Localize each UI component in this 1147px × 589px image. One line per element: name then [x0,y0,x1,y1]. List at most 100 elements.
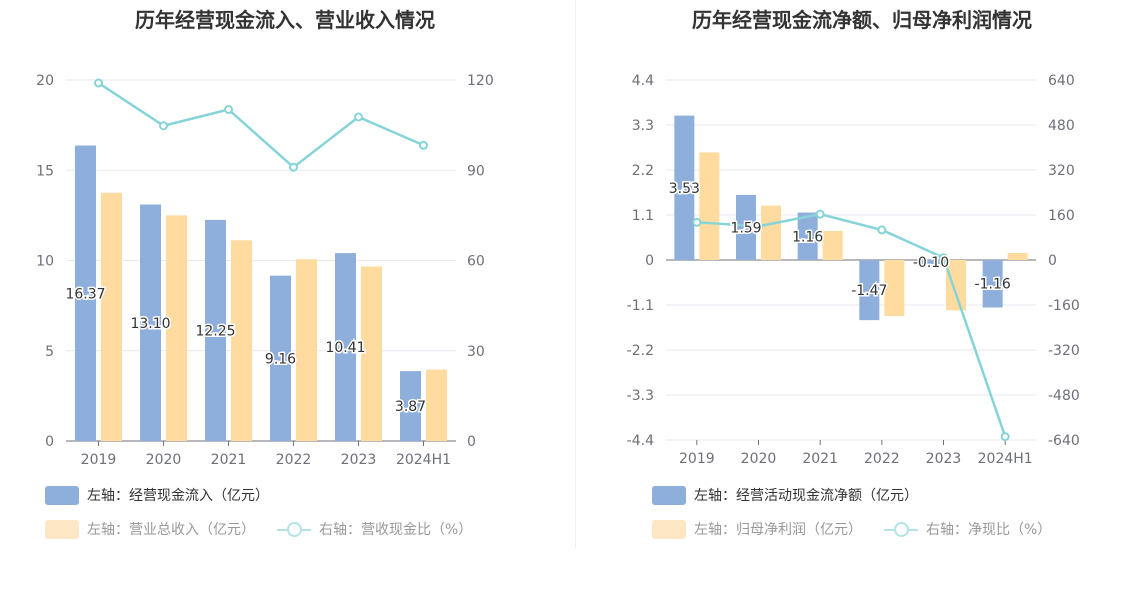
y-right-tick-label: 320 [1048,163,1075,179]
x-tick-label: 2020 [146,452,182,468]
legend-line-swatch [884,520,918,539]
line-point[interactable] [159,121,168,131]
y-left-tick-label: 3.3 [632,118,654,134]
y-right-tick-label: 90 [467,163,485,179]
y-left-tick-label: -1.1 [627,298,654,314]
bar[interactable] [1007,253,1028,260]
bar-data-label: -0.10 [913,255,949,271]
y-right-tick-label: 160 [1048,208,1075,224]
right-chart-plot: -4.4 -3.3 -2.2 -1.1 0 1.1 2.2 3.3 4.4 -640 -480 -32… [627,73,1080,467]
chart-title: 历年经营现金流入、营业收入情况 [135,8,435,32]
y-left-tick-label: 10 [36,254,54,270]
y-right-tick-label: -160 [1048,298,1080,314]
bar[interactable] [231,240,252,441]
line-point[interactable] [354,112,363,122]
line-point[interactable] [939,253,948,263]
bar[interactable] [101,192,122,441]
line-point[interactable] [754,221,763,231]
bar[interactable] [946,260,966,311]
legend-item-revenue[interactable]: 左轴：营业总收入（亿元） [45,519,255,539]
y-left-tick-label: 15 [36,163,54,179]
bar-data-label: -1.16 [975,277,1011,293]
left-chart-plot: 0 5 10 15 20 0 30 60 90 120 2019 2020 2021 2022 2023 20… [36,73,494,468]
x-tick-label: 2022 [276,452,312,468]
legend-item-cash-ratio[interactable]: 右轴：营收现金比（%） [277,519,472,539]
line-point[interactable] [224,104,233,114]
legend-item-net-cash-ratio[interactable]: 右轴：净现比（%） [884,519,1051,539]
legend-swatch [652,519,686,539]
line-point[interactable] [289,162,298,172]
bar[interactable] [982,260,1003,308]
line-point[interactable] [877,225,887,235]
bar[interactable] [335,253,356,441]
series-line [696,212,1007,438]
bar[interactable] [426,369,447,441]
legend-item-cash-inflow[interactable]: 左轴：经营现金流入（亿元） [45,485,269,505]
bar-data-label: 12.25 [195,323,235,339]
bar-data-label: 16.37 [65,286,105,302]
bar-data-label: 1.59 [730,220,761,236]
bar[interactable] [140,204,161,441]
y-left-tick-label: 20 [36,73,54,89]
x-tick-label: 2021 [802,451,838,467]
y-right-tick-label: 0 [467,434,476,450]
legend-label: 右轴：营收现金比（%） [319,522,473,538]
bar-data-label: 3.87 [395,399,426,415]
y-left-tick-label: -2.2 [627,343,654,359]
y-right-tick-label: 0 [1048,253,1057,269]
legend-label: 左轴：营业总收入（亿元） [87,522,255,538]
y-right-tick-label: -320 [1048,343,1080,359]
y-right-tick-label: 480 [1048,118,1075,134]
bar[interactable] [205,219,226,441]
bar[interactable] [859,260,880,321]
legend-swatch [652,485,686,505]
bar[interactable] [699,152,720,260]
legend-label: 左轴：经营现金流入（亿元） [87,488,269,504]
bar[interactable] [797,212,818,260]
bar[interactable] [400,371,421,441]
line-point[interactable] [692,217,702,227]
bar[interactable] [674,115,695,260]
legend-label: 左轴：归母净利润（亿元） [694,522,862,538]
x-tick-label: 2023 [341,452,377,468]
line-point[interactable] [94,78,103,88]
line-point[interactable] [1000,432,1010,442]
y-left-tick-label: 0 [645,253,654,269]
x-tick-label: 2019 [679,451,715,467]
x-tick-label: 2024H1 [396,452,451,468]
bar[interactable] [296,259,317,441]
bar-data-label: -1.47 [851,283,887,299]
bar[interactable] [75,145,96,442]
bar-data-label: 9.16 [265,351,296,367]
bar-data-label: 10.41 [325,340,365,356]
left-chart-panel: 历年经营现金流入、营业收入情况 0 5 10 15 20 0 30 60 90 120 2019 20… [0,0,570,560]
y-right-tick-label: 60 [467,254,485,270]
legend-item-net-cash-flow[interactable]: 左轴：经营活动现金流净额（亿元） [652,485,918,505]
legend-item-net-profit[interactable]: 左轴：归母净利润（亿元） [652,519,862,539]
x-tick-label: 2022 [864,451,900,467]
bar[interactable] [921,260,941,265]
bar[interactable] [166,215,187,441]
line-point[interactable] [815,209,825,219]
x-tick-label: 2020 [741,451,777,467]
legend-label: 右轴：净现比（%） [926,522,1052,538]
series-line [97,81,424,169]
y-left-tick-label: 0 [45,434,54,450]
y-right-tick-label: 30 [467,344,485,360]
x-tick-label: 2019 [81,452,117,468]
bar[interactable] [761,205,781,260]
legend-line-swatch [277,520,311,539]
line-point[interactable] [419,140,428,150]
bar[interactable] [884,260,905,317]
y-right-tick-label: -480 [1048,388,1080,404]
bar-data-label: 3.53 [669,181,700,197]
bar[interactable] [361,266,382,441]
bar-data-label: 1.16 [792,229,823,245]
bar[interactable] [822,230,843,260]
y-left-tick-label: 5 [45,344,54,360]
bar[interactable] [270,275,291,441]
y-left-tick-label: 4.4 [632,73,654,89]
panel-divider [575,0,576,548]
bar[interactable] [736,194,756,260]
x-tick-label: 2023 [926,451,962,467]
